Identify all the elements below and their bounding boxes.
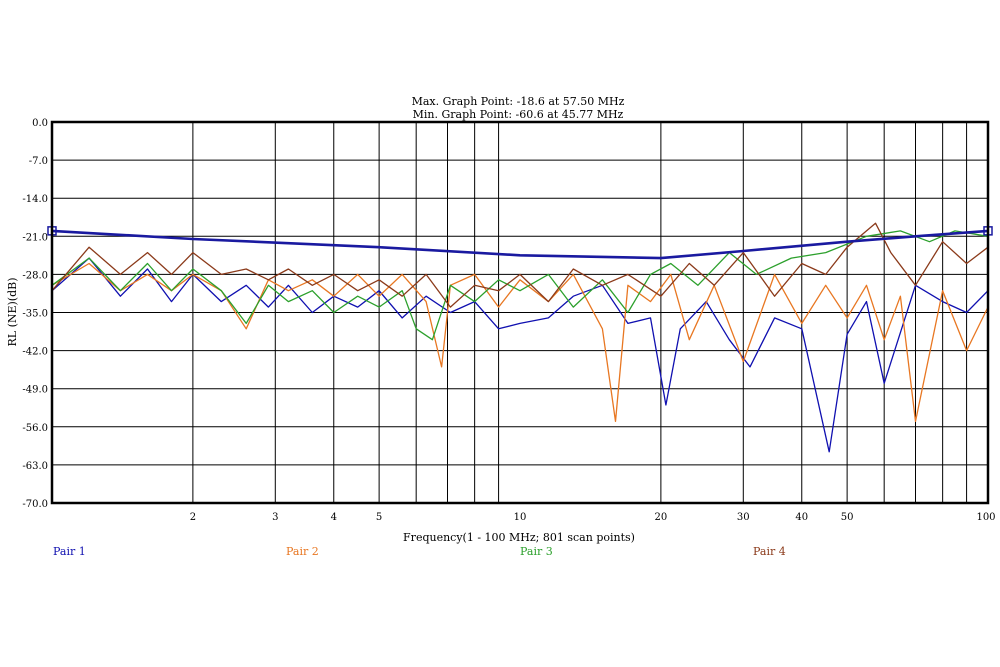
grid-lines — [52, 121, 988, 504]
x-tick-label: 20 — [655, 512, 668, 523]
max-graph-point-label: Max. Graph Point: -18.6 at 57.50 MHz — [412, 95, 625, 108]
y-tick-label: -63.0 — [22, 461, 48, 472]
x-tick-label: 50 — [841, 512, 854, 523]
y-tick-label: -14.0 — [22, 194, 48, 205]
y-tick-labels: 0.0 -7.0 -14.0 -21.0 -28.0 -35.0 -42.0 -49.0 -56… — [22, 118, 48, 510]
x-tick-label: 40 — [795, 512, 808, 523]
y-tick-label: -7.0 — [29, 156, 48, 167]
x-tick-labels: 2 3 4 5 10 20 30 40 50 100 — [190, 512, 996, 523]
y-tick-label: -56.0 — [22, 423, 48, 434]
y-tick-label: -70.0 — [22, 499, 48, 510]
y-tick-label: -42.0 — [22, 347, 48, 358]
legend-pair-2: Pair 2 — [286, 545, 319, 558]
y-tick-label: 0.0 — [32, 118, 48, 129]
legend-pair-4: Pair 4 — [753, 545, 786, 558]
legend-pair-1: Pair 1 — [53, 545, 86, 558]
limit-line — [51, 229, 989, 260]
y-tick-label: -49.0 — [22, 385, 48, 396]
x-tick-label: 10 — [514, 512, 527, 523]
x-tick-label: 30 — [737, 512, 750, 523]
y-tick-label: -21.0 — [22, 232, 48, 243]
x-tick-label: 100 — [976, 512, 995, 523]
legend-pair-3: Pair 3 — [520, 545, 553, 558]
series-line-pair-3 — [51, 230, 989, 341]
series-line-pair-4 — [51, 222, 989, 308]
limit-line-layer — [47, 226, 993, 260]
y-tick-label: -35.0 — [22, 309, 48, 320]
x-tick-label: 5 — [376, 512, 382, 523]
x-tick-label: 3 — [272, 512, 278, 523]
series-layer — [51, 222, 989, 453]
x-tick-label: 4 — [331, 512, 337, 523]
plot-frame — [50, 120, 990, 505]
min-graph-point-label: Min. Graph Point: -60.6 at 45.77 MHz — [413, 108, 624, 121]
y-tick-label: -28.0 — [22, 270, 48, 281]
y-axis-title: RL (NE)(dB) — [6, 277, 19, 346]
series-line-pair-2 — [51, 262, 989, 423]
series-line-pair-1 — [51, 257, 989, 453]
x-axis-title: Frequency(1 - 100 MHz; 801 scan points) — [403, 531, 635, 544]
x-tick-label: 2 — [190, 512, 196, 523]
